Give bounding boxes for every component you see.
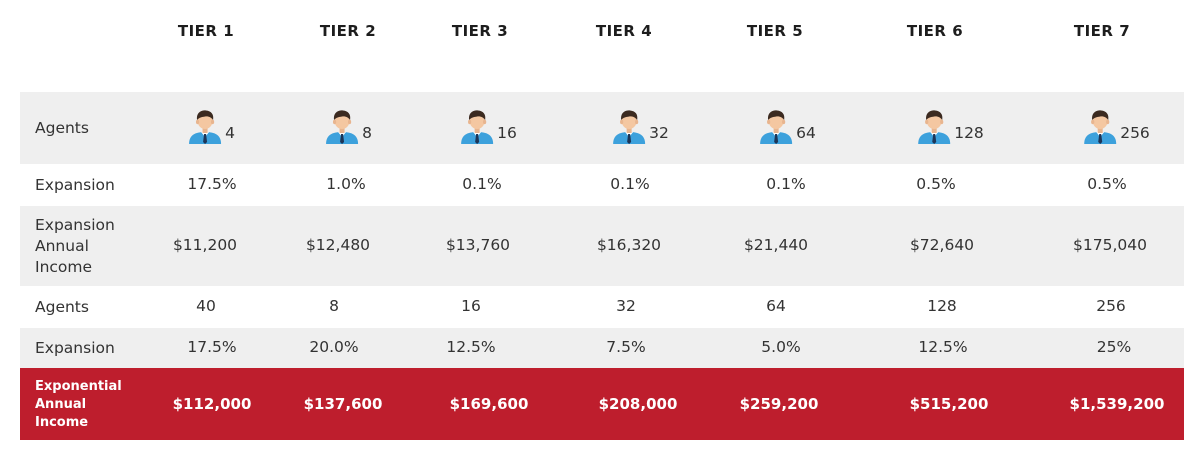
- table-cell: $1,539,200: [1069, 395, 1165, 413]
- table-cell: $169,600: [449, 395, 529, 413]
- row-label: Expansion: [35, 339, 115, 357]
- agent-person-icon: [187, 108, 223, 144]
- agent-person-icon: [916, 108, 952, 144]
- row-label: Expansion: [35, 176, 115, 194]
- table-cell: 20.0%: [309, 338, 359, 356]
- table-cell: 40: [196, 297, 216, 315]
- agents-row-2: Agents 40 8 16 32 64 128 256: [20, 286, 1184, 328]
- tier-4-heading: TIER 4: [595, 22, 653, 40]
- agent-person-icon: [1082, 108, 1118, 144]
- table-cell: $259,200: [739, 395, 819, 413]
- row-label-line: Annual: [35, 397, 87, 412]
- table-cell: $515,200: [909, 395, 989, 413]
- tier-2-heading: TIER 2: [319, 22, 377, 40]
- agent-cell: 8: [324, 108, 372, 144]
- table-cell: 0.5%: [916, 175, 956, 193]
- table-cell: 32: [616, 297, 636, 315]
- agent-cell: 16: [459, 108, 517, 144]
- row-label-line: Exponential: [35, 379, 122, 394]
- table-cell: 0.1%: [766, 175, 806, 193]
- tier-1-heading: TIER 1: [177, 22, 235, 40]
- agent-cell: 4: [187, 108, 235, 144]
- agent-person-icon: [459, 108, 495, 144]
- tier-7-heading: TIER 7: [1073, 22, 1131, 40]
- row-label: Agents: [35, 298, 89, 316]
- table-cell: 17.5%: [187, 175, 237, 193]
- tier-5-heading: TIER 5: [746, 22, 804, 40]
- agent-cell: 256: [1082, 108, 1150, 144]
- table-cell: 5.0%: [761, 338, 801, 356]
- agent-person-icon: [324, 108, 360, 144]
- agent-count: 16: [497, 124, 517, 142]
- table-cell: $16,320: [596, 236, 662, 254]
- row-label: Agents: [35, 119, 89, 137]
- table-cell: $175,040: [1073, 236, 1147, 254]
- table-cell: 12.5%: [446, 338, 496, 356]
- tier-header-row: TIER 1 TIER 2 TIER 3 TIER 4 TIER 5 TIER …: [20, 0, 1184, 92]
- table-cell: $12,480: [305, 236, 371, 254]
- table-cell: 128: [927, 297, 957, 315]
- agent-cell: 64: [758, 108, 816, 144]
- table-cell: $11,200: [172, 236, 238, 254]
- row-label: Exponential Annual Income: [35, 378, 122, 432]
- agent-cell: 128: [916, 108, 984, 144]
- table-cell: 256: [1096, 297, 1126, 315]
- agent-person-icon: [758, 108, 794, 144]
- table-cell: 64: [766, 297, 786, 315]
- table-cell: $72,640: [909, 236, 975, 254]
- table-cell: 0.1%: [462, 175, 502, 193]
- table-cell: 25%: [1096, 338, 1132, 356]
- table-cell: $208,000: [598, 395, 678, 413]
- table-cell: $21,440: [743, 236, 809, 254]
- expansion-income-row: Expansion Annual Income $11,200 $12,480 …: [20, 206, 1184, 286]
- table-cell: 1.0%: [326, 175, 366, 193]
- table-cell: 8: [329, 297, 339, 315]
- expansion-row-2: Expansion 17.5% 20.0% 12.5% 7.5% 5.0% 12…: [20, 328, 1184, 368]
- agent-count: 256: [1120, 124, 1150, 142]
- row-label: Expansion Annual Income: [35, 215, 115, 278]
- table-cell: $13,760: [445, 236, 511, 254]
- expansion-row-1: Expansion 17.5% 1.0% 0.1% 0.1% 0.1% 0.5%…: [20, 164, 1184, 206]
- agent-count: 64: [796, 124, 816, 142]
- row-label-line: Expansion: [35, 216, 115, 234]
- table-cell: 0.5%: [1087, 175, 1127, 193]
- table-cell: 12.5%: [918, 338, 968, 356]
- table-cell: 0.1%: [610, 175, 650, 193]
- tier-3-heading: TIER 3: [451, 22, 509, 40]
- row-label-line: Income: [35, 415, 89, 430]
- row-label-line: Income: [35, 258, 93, 276]
- row-label-line: Annual: [35, 237, 89, 255]
- table-cell: 7.5%: [606, 338, 646, 356]
- tier-6-heading: TIER 6: [906, 22, 964, 40]
- agent-person-icon: [611, 108, 647, 144]
- table-cell: 16: [461, 297, 481, 315]
- agent-count: 4: [225, 124, 235, 142]
- table-cell: $112,000: [172, 395, 252, 413]
- table-cell: $137,600: [303, 395, 383, 413]
- agent-count: 8: [362, 124, 372, 142]
- agent-count: 32: [649, 124, 669, 142]
- table-cell: 17.5%: [187, 338, 237, 356]
- exponential-income-row: Exponential Annual Income $112,000 $137,…: [20, 368, 1184, 440]
- agent-count: 128: [954, 124, 984, 142]
- agent-cell: 32: [611, 108, 669, 144]
- agents-icon-row: Agents 4 8 16 32 64 128 256: [20, 92, 1184, 164]
